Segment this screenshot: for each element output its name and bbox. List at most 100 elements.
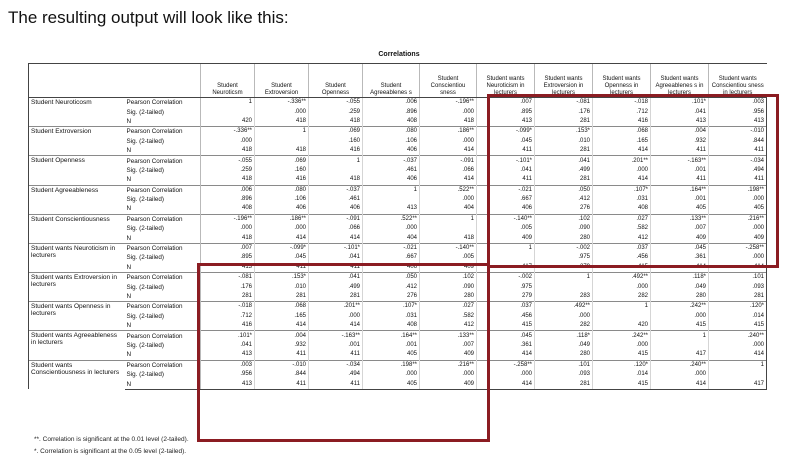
- footnote-001: **. Correlation is significant at the 0.…: [34, 436, 189, 443]
- table-cell: .000: [476, 369, 535, 380]
- table-cell: 1: [419, 213, 477, 225]
- table-cell: .000: [708, 224, 767, 234]
- stat-label: Pearson Correlation: [124, 242, 201, 254]
- table-cell: .259: [200, 165, 255, 176]
- table-cell: 1: [476, 242, 535, 254]
- table-cell: .000: [534, 311, 593, 321]
- table-cell: 414: [708, 262, 767, 273]
- row-variable-label: Student wants Openness in lecturers: [28, 301, 125, 331]
- table-row: Student Agreeableness Pearson Correlation…: [28, 184, 767, 215]
- correlations-table: Student Neuroticsm Student Extroversion St…: [28, 63, 767, 390]
- table-cell: 413: [200, 350, 255, 361]
- table-cell: 409: [650, 233, 709, 244]
- table-row: Student wants Extroversion in lecturers P…: [28, 272, 767, 302]
- stat-label: Pearson Correlation: [124, 213, 201, 225]
- table-cell: 411: [308, 262, 363, 273]
- stat-label: Pearson Correlation: [124, 184, 201, 195]
- table-cell: -.010: [254, 359, 309, 370]
- stat-label: Pearson Correlation: [124, 359, 201, 370]
- table-cell: 418: [419, 116, 477, 127]
- table-cell: 281: [708, 291, 767, 302]
- table-row: Student Extroversion Pearson Correlation -…: [28, 126, 767, 156]
- table-row: Student Openness Pearson Correlation -.055…: [28, 155, 767, 186]
- table-cell: .041: [650, 107, 709, 117]
- table-cell: -.018: [592, 97, 651, 108]
- table-cell: 418: [308, 175, 363, 186]
- table-cell: 414: [419, 145, 477, 156]
- stat-label: Sig. (2-tailed): [124, 136, 201, 146]
- row-variable-label: Student wants Agreeableness in lecturers: [28, 330, 125, 361]
- table-cell: .118*: [534, 330, 593, 341]
- table-cell: .216**: [708, 213, 767, 225]
- table-cell: .494: [308, 369, 363, 380]
- table-cell: .667: [362, 253, 420, 263]
- column-header: Student wants Neuroticism in lecturers: [476, 63, 535, 98]
- table-cell: .068: [254, 301, 309, 312]
- table-row: N 408 406 406 413 404 406 276 408 405 405: [29, 204, 767, 215]
- table-cell: 281: [308, 291, 363, 302]
- table-cell: 414: [254, 233, 309, 244]
- table-cell: 418: [200, 233, 255, 244]
- table-cell: .000: [708, 340, 767, 351]
- table-row: N 413 411 411 405 409 414 281 415 414 417: [29, 379, 767, 390]
- row-variable-label: Student Extroversion: [28, 126, 125, 156]
- table-cell: .201**: [592, 155, 651, 166]
- table-cell: 418: [254, 116, 309, 127]
- table-cell: 413: [476, 116, 535, 127]
- table-cell: .003: [200, 359, 255, 370]
- table-cell: .102: [534, 213, 593, 225]
- table-cell: .007: [476, 97, 535, 108]
- table-cell: 415: [476, 320, 535, 331]
- table-cell: 413: [200, 379, 255, 390]
- table-cell: 405: [362, 350, 420, 361]
- stat-label: Pearson Correlation: [124, 301, 201, 312]
- table-cell: -.034: [708, 155, 767, 166]
- table-cell: 276: [362, 291, 420, 302]
- table-cell: .153*: [254, 272, 309, 283]
- table-row: Sig. (2-tailed) .259.160 .461.066.041.499.…: [29, 165, 767, 176]
- table-row: N 418 416 418 406 414 411 281 414 411 411: [29, 175, 767, 186]
- table-cell: 412: [419, 320, 477, 331]
- stat-label: Sig. (2-tailed): [124, 194, 201, 205]
- table-cell: 413: [708, 116, 767, 127]
- stat-label: N: [124, 145, 201, 156]
- table-cell: .050: [362, 272, 420, 283]
- table-row: N 416 414 414 408 412 415 282 420 415 415: [29, 320, 767, 331]
- stat-label: N: [124, 320, 201, 331]
- table-cell: .006: [200, 184, 255, 195]
- stat-label: Sig. (2-tailed): [124, 253, 201, 263]
- table-cell: .000: [708, 253, 767, 263]
- table-cell: .080: [254, 184, 309, 195]
- table-cell: .007: [419, 340, 477, 351]
- table-cell: .066: [419, 165, 477, 176]
- column-header: Student Extroversion: [254, 63, 309, 98]
- table-cell: .001: [650, 165, 709, 176]
- table-cell: .000: [650, 311, 709, 321]
- table-cell: .896: [200, 194, 255, 205]
- table-cell: .005: [419, 253, 477, 263]
- table-cell: 411: [308, 379, 363, 390]
- table-row: Sig. (2-tailed) .041.932.001.001.007.361.…: [29, 340, 767, 351]
- header-corner: [28, 63, 201, 98]
- table-cell: .361: [650, 253, 709, 263]
- table-cell: 414: [308, 233, 363, 244]
- table-cell: -.099*: [254, 242, 309, 254]
- table-cell: .412: [534, 194, 593, 205]
- table-row: Sig. (2-tailed) .956.844.494.000.000.000.…: [29, 369, 767, 380]
- table-cell: .001: [650, 194, 709, 205]
- table-cell: -.021: [362, 242, 420, 254]
- table-cell: .165: [254, 311, 309, 321]
- stat-label: Sig. (2-tailed): [124, 369, 201, 380]
- table-cell: 406: [308, 204, 363, 215]
- table-row: N 418 414 414 404 418 409 280 412 409 409: [29, 233, 767, 244]
- table-cell: 418: [200, 145, 255, 156]
- table-cell: -.258**: [476, 359, 535, 370]
- stat-label: Pearson Correlation: [124, 97, 201, 108]
- table-cell: 417: [476, 262, 535, 273]
- table-cell: -.037: [362, 155, 420, 166]
- table-cell: -.140**: [476, 213, 535, 225]
- table-cell: .361: [476, 340, 535, 351]
- table-cell: .160: [254, 165, 309, 176]
- table-cell: 280: [534, 233, 593, 244]
- table-cell: .000: [592, 165, 651, 176]
